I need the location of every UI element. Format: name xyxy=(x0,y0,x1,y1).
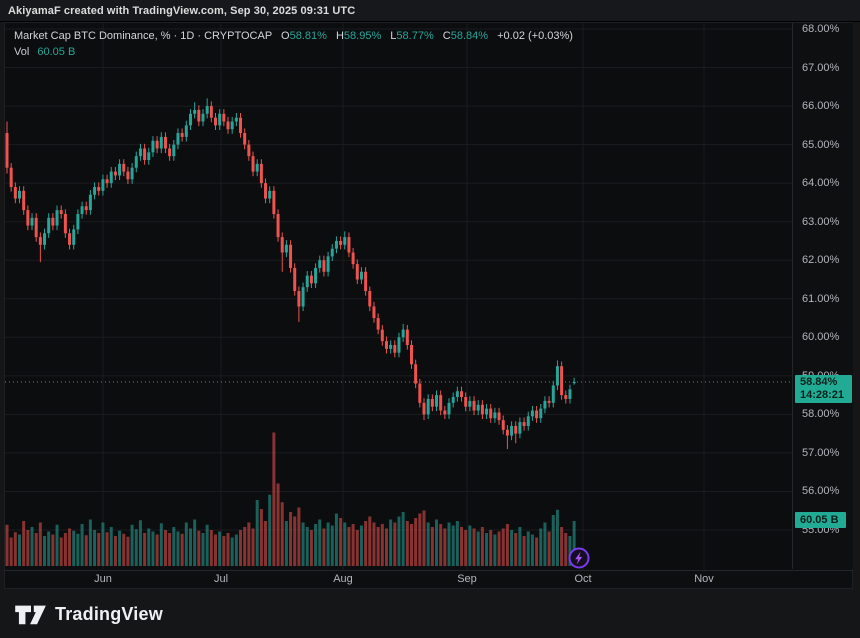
price-tick-label: 65.00% xyxy=(802,138,840,151)
candlestick-chart[interactable] xyxy=(5,23,854,590)
last-price-value: 58.84% xyxy=(800,376,838,388)
tradingview-logo-mark xyxy=(15,605,46,625)
price-tick-label: 66.00% xyxy=(802,100,840,113)
price-tick-label: 60.00% xyxy=(802,331,840,344)
brand-text: TradingView xyxy=(55,603,163,624)
footer-bar: TradingView xyxy=(0,590,860,638)
lightning-bolt-icon[interactable] xyxy=(568,547,590,569)
price-tick-label: 67.00% xyxy=(802,61,840,74)
price-tick-label: 63.00% xyxy=(802,215,840,228)
time-tick-label-jul: Jul xyxy=(213,573,229,585)
bar-countdown: 14:28:21 xyxy=(800,389,845,401)
price-tick-label: 68.00% xyxy=(802,23,840,35)
price-axis[interactable]: 68.00% 67.00% 66.00% 65.00% 64.00% 63.00% 62.0… xyxy=(792,23,853,569)
time-axis[interactable]: Jun Jul Aug Sep Oct Nov xyxy=(5,570,852,588)
time-tick-label-nov: Nov xyxy=(694,573,714,585)
last-price-tag: 58.84% 14:28:21 xyxy=(795,375,852,403)
time-tick-label-oct: Oct xyxy=(574,573,592,585)
price-tick-label: 57.00% xyxy=(802,446,840,459)
price-tick-label: 62.00% xyxy=(802,254,840,267)
volume-axis-tag: 60.05 B xyxy=(795,512,846,528)
price-tick-label: 64.00% xyxy=(802,177,840,190)
tradingview-logo[interactable]: TradingView xyxy=(14,601,163,627)
price-tick-label: 58.00% xyxy=(802,408,840,421)
chart-widget: Market Cap BTC Dominance, % · 1D · CRYPT… xyxy=(4,22,853,589)
price-tick-label: 56.00% xyxy=(802,485,840,498)
time-tick-label-aug: Aug xyxy=(333,573,353,585)
time-tick-label-jun: Jun xyxy=(94,573,112,585)
price-tick-label: 61.00% xyxy=(802,292,840,305)
attribution-bar: AkiyamaF created with TradingView.com, S… xyxy=(0,0,860,22)
time-tick-label-sep: Sep xyxy=(457,573,477,585)
